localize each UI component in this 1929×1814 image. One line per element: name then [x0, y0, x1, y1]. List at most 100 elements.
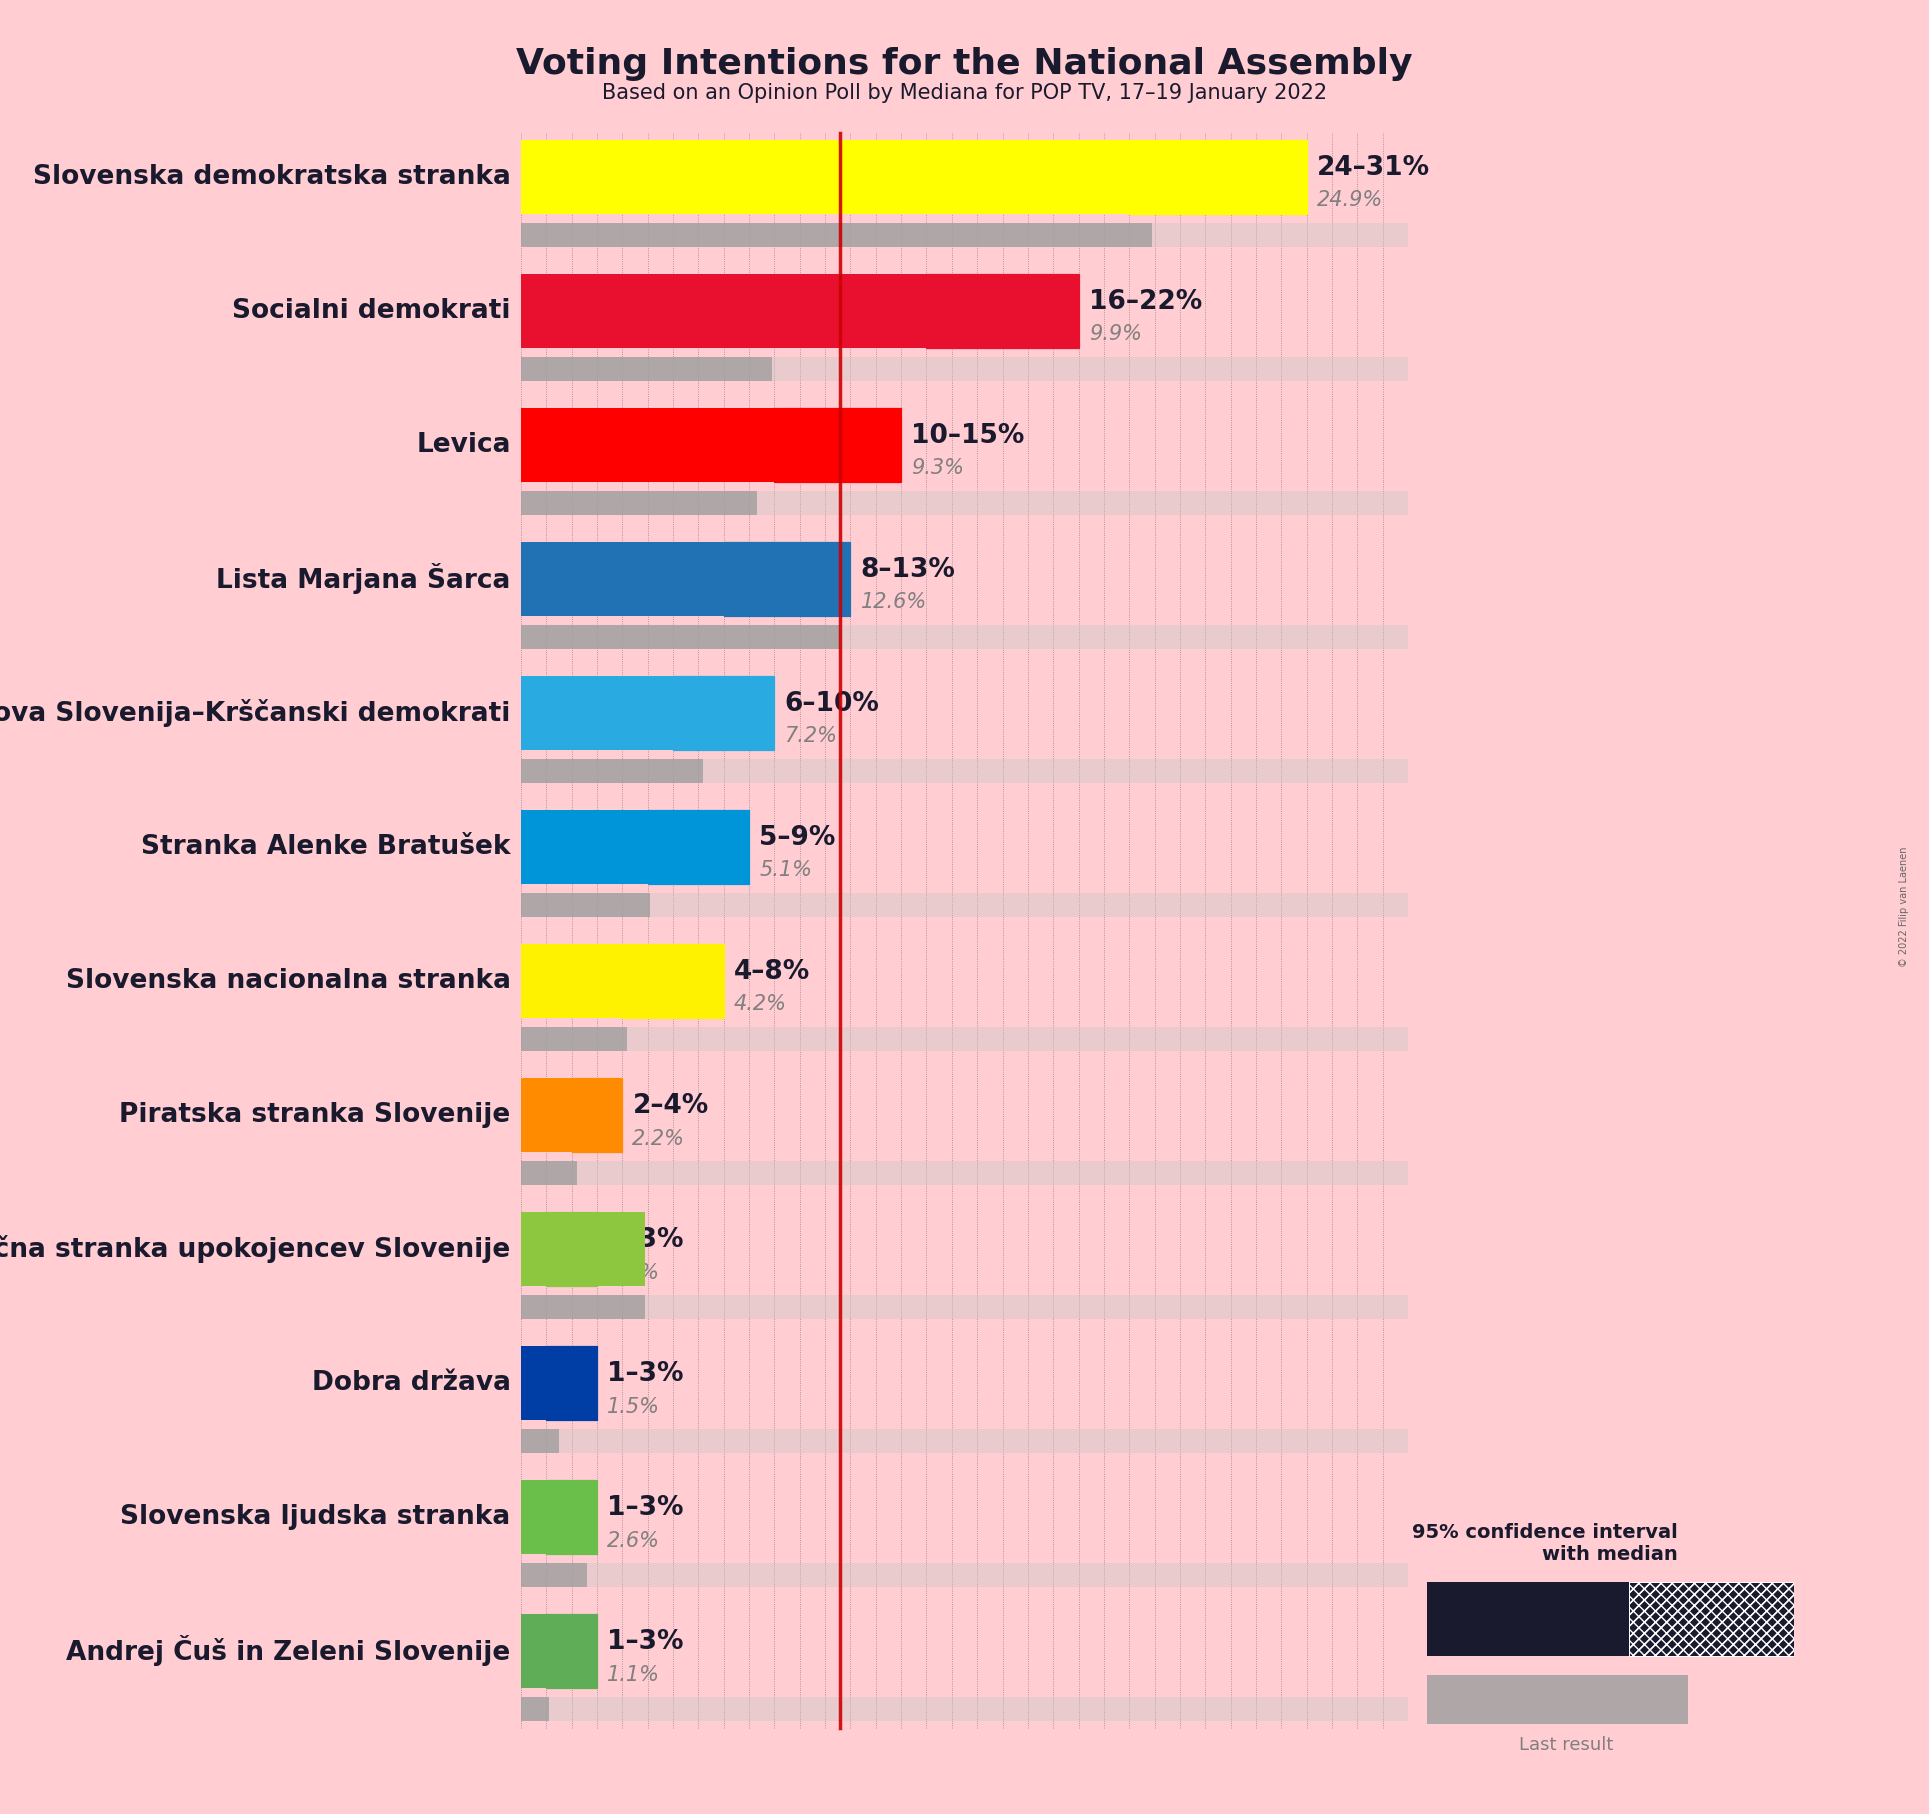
Bar	[548, 1698, 1408, 1721]
Text: © 2022 Filip van Laenen: © 2022 Filip van Laenen	[1898, 847, 1910, 967]
Bar	[571, 1078, 577, 1152]
Bar	[627, 1027, 1408, 1052]
Text: Voting Intentions for the National Assembly: Voting Intentions for the National Assem…	[517, 47, 1412, 82]
Bar	[571, 1078, 623, 1152]
Text: 16–22%: 16–22%	[1088, 288, 1202, 316]
Text: 5.1%: 5.1%	[760, 860, 812, 880]
Text: 4.9%: 4.9%	[608, 1263, 660, 1282]
Bar	[648, 811, 748, 883]
Bar	[559, 1429, 1408, 1453]
Bar	[546, 1346, 596, 1420]
Text: Slovenska demokratska stranka: Slovenska demokratska stranka	[33, 163, 511, 190]
Bar	[1128, 140, 1152, 214]
Text: 24–31%: 24–31%	[1318, 154, 1429, 181]
Bar	[723, 542, 851, 615]
Bar	[571, 1078, 623, 1152]
Bar	[546, 1212, 596, 1286]
Text: 7.2%: 7.2%	[785, 726, 837, 747]
Bar	[521, 677, 774, 749]
Text: 5–9%: 5–9%	[760, 825, 835, 851]
Bar	[571, 1078, 623, 1152]
Text: 9.3%: 9.3%	[910, 459, 964, 479]
Bar	[546, 1346, 596, 1420]
Bar	[926, 274, 1078, 348]
Text: 1–3%: 1–3%	[608, 1495, 683, 1522]
Bar	[521, 892, 650, 918]
Bar	[521, 943, 723, 1018]
Text: Based on an Opinion Poll by Mediana for POP TV, 17–19 January 2022: Based on an Opinion Poll by Mediana for …	[602, 83, 1327, 103]
Text: 10–15%: 10–15%	[910, 423, 1024, 450]
Bar	[1128, 140, 1306, 214]
Bar	[521, 223, 1152, 247]
Bar	[521, 1429, 559, 1453]
Bar	[1628, 1582, 1794, 1656]
Text: Slovenska nacionalna stranka: Slovenska nacionalna stranka	[66, 969, 511, 994]
Bar	[926, 274, 1078, 348]
Bar	[546, 1346, 559, 1420]
Text: Levica: Levica	[417, 432, 511, 457]
Bar	[723, 542, 851, 615]
Bar	[650, 892, 1408, 918]
Bar	[521, 492, 756, 515]
Bar	[521, 1614, 596, 1687]
Bar	[841, 626, 1408, 649]
Bar	[546, 1480, 596, 1555]
Text: Piratska stranka Slovenije: Piratska stranka Slovenije	[120, 1101, 511, 1128]
Bar	[546, 1212, 596, 1286]
Bar	[1128, 140, 1306, 214]
Text: Slovenska ljudska stranka: Slovenska ljudska stranka	[120, 1504, 511, 1529]
Bar	[723, 542, 851, 615]
Bar	[774, 408, 901, 483]
Bar	[521, 811, 748, 883]
Bar	[756, 492, 1408, 515]
Bar	[1128, 140, 1306, 214]
Bar	[546, 1346, 596, 1420]
Bar	[623, 943, 723, 1018]
Bar	[546, 1212, 596, 1286]
Bar	[521, 1295, 644, 1319]
Bar	[546, 1480, 586, 1555]
Bar	[521, 1564, 586, 1587]
Bar	[521, 1698, 548, 1721]
Bar	[577, 1161, 1408, 1185]
Bar	[521, 1161, 577, 1185]
Bar	[623, 943, 627, 1018]
Text: 1–3%: 1–3%	[608, 1629, 683, 1654]
Bar	[521, 1346, 596, 1420]
Bar	[723, 542, 841, 615]
Bar	[521, 542, 851, 615]
Bar	[521, 274, 1078, 348]
Bar	[521, 357, 772, 381]
Bar	[623, 943, 723, 1018]
Bar	[926, 274, 1078, 348]
Text: Demokratična stranka upokojencev Slovenije: Demokratična stranka upokojencev Sloveni…	[0, 1235, 511, 1263]
Bar	[521, 1027, 627, 1052]
Text: 1–3%: 1–3%	[608, 1226, 683, 1253]
Bar	[1427, 1582, 1628, 1656]
Bar	[1628, 1582, 1794, 1656]
Bar	[521, 1078, 623, 1152]
Bar	[546, 1614, 596, 1687]
Bar	[521, 1212, 596, 1286]
Text: 6–10%: 6–10%	[785, 691, 880, 717]
Text: 2.6%: 2.6%	[608, 1531, 660, 1551]
Bar	[521, 1480, 596, 1555]
Text: Dobra država: Dobra država	[312, 1370, 511, 1397]
Text: 2–4%: 2–4%	[633, 1094, 708, 1119]
Text: 95% confidence interval
with median: 95% confidence interval with median	[1412, 1522, 1678, 1564]
Bar	[648, 811, 748, 883]
Text: 1.5%: 1.5%	[608, 1397, 660, 1417]
Text: Last result: Last result	[1520, 1736, 1613, 1754]
Bar	[673, 677, 774, 749]
Bar	[772, 357, 1408, 381]
Bar	[586, 1564, 1408, 1587]
Bar	[648, 811, 650, 883]
Bar	[546, 1480, 596, 1555]
Bar	[623, 943, 723, 1018]
Text: 2.2%: 2.2%	[633, 1128, 685, 1148]
Text: 1.1%: 1.1%	[608, 1665, 660, 1685]
Bar	[546, 1614, 596, 1687]
Bar	[521, 626, 841, 649]
Text: Stranka Alenke Bratušek: Stranka Alenke Bratušek	[141, 834, 511, 860]
Text: 12.6%: 12.6%	[860, 593, 926, 613]
